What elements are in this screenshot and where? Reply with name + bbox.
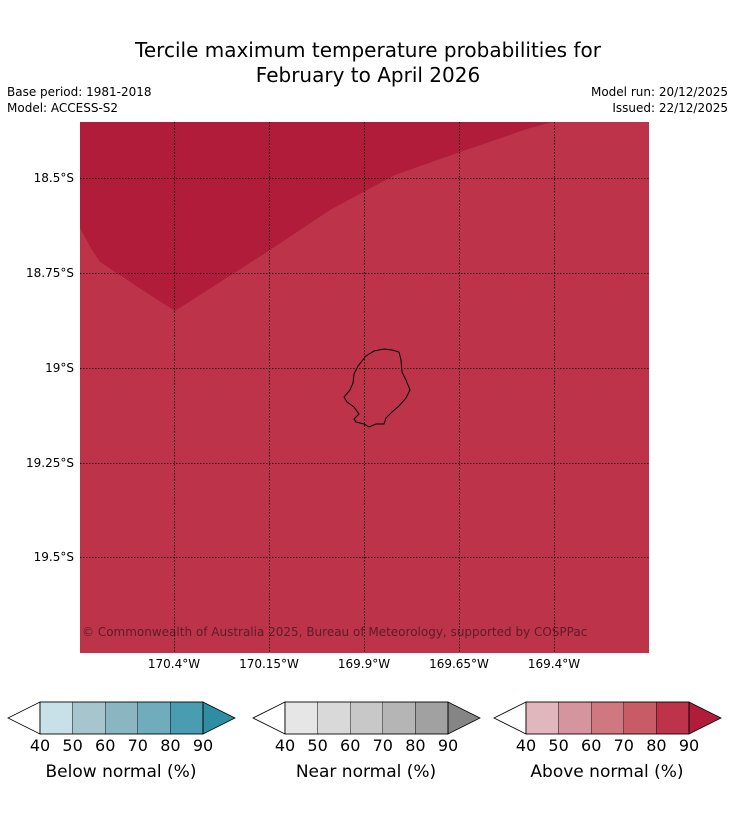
colorbar-segment xyxy=(104,701,138,735)
colorbar-tick-label: 70 xyxy=(372,736,393,755)
ticks-below: 40 50 60 70 80 90 xyxy=(6,736,236,756)
colorbar-outline xyxy=(284,701,449,735)
lat-label-19-25: 19.25°S xyxy=(26,456,74,470)
legend-near-normal: 40 50 60 70 80 90 Near normal (%) xyxy=(251,700,481,782)
colorbar-tick-label: 80 xyxy=(160,736,181,755)
colorbar-segment xyxy=(137,701,171,735)
copyright-notice: © Commonwealth of Australia 2025, Bureau… xyxy=(82,625,588,639)
model-run: Model run: 20/12/2025 xyxy=(590,85,728,99)
lat-label-19: 19°S xyxy=(45,361,74,375)
meta-left: Base period: 1981-2018 Model: ACCESS-S2 xyxy=(7,84,152,116)
lon-label-170-4: 170.4°W xyxy=(147,657,201,671)
meta-right: Model run: 20/12/2025 Issued: 22/12/2025 xyxy=(591,84,728,116)
colorbar-tick-label: 60 xyxy=(581,736,602,755)
title-line-1: Tercile maximum temperature probabilitie… xyxy=(135,38,601,62)
colorbar-tick-label: 90 xyxy=(192,736,214,755)
niue-island-outline xyxy=(343,348,411,428)
legend-title-near: Near normal (%) xyxy=(295,762,437,782)
legend-title-below: Below normal (%) xyxy=(45,762,197,782)
colorbar-segment xyxy=(590,701,624,735)
lat-label-18-5: 18.5°S xyxy=(33,171,74,185)
colorbar-tick-label: 80 xyxy=(405,736,426,755)
colorbar-segment xyxy=(284,701,318,735)
colorbar-segment xyxy=(349,701,383,735)
colorbar-segment xyxy=(415,701,449,735)
colorbar-extend-low xyxy=(7,701,41,735)
legend-below-normal: 40 50 60 70 80 90 Below normal (%) xyxy=(6,700,236,782)
colorbar-extend-low xyxy=(252,701,286,735)
colorbar-segment xyxy=(525,701,559,735)
issued-date: Issued: 22/12/2025 xyxy=(612,101,728,115)
base-period: Base period: 1981-2018 xyxy=(7,85,152,99)
colorbar-segment xyxy=(72,701,106,735)
high-probability-region xyxy=(80,122,553,311)
colorbar-tick-label: 90 xyxy=(437,736,459,755)
colorbar-tick-label: 50 xyxy=(62,736,83,755)
colorbar-tick-label: 60 xyxy=(95,736,116,755)
title-line-2: February to April 2026 xyxy=(255,63,481,87)
legend-title-above: Above normal (%) xyxy=(530,762,684,782)
lon-label-169-9: 169.9°W xyxy=(337,657,391,671)
ticks-near: 40 50 60 70 80 90 xyxy=(251,736,481,756)
colorbar-extend-high xyxy=(688,701,722,735)
colorbar-segment xyxy=(39,701,73,735)
colorbar-tick-label: 40 xyxy=(274,736,296,755)
colorbar-segment xyxy=(558,701,592,735)
chart-title: Tercile maximum temperature probabilitie… xyxy=(0,38,736,88)
model-name: Model: ACCESS-S2 xyxy=(7,101,119,115)
lon-label-169-65: 169.65°W xyxy=(429,657,489,671)
graticule xyxy=(80,122,649,653)
colorbar-tick-label: 40 xyxy=(29,736,51,755)
colorbar-tick-label: 50 xyxy=(307,736,328,755)
colorbar-tick-label: 50 xyxy=(548,736,569,755)
colorbar-segment xyxy=(656,701,690,735)
colorbar-extend-high xyxy=(202,701,236,735)
colorbar-extend-high xyxy=(447,701,481,735)
colorbar-above xyxy=(493,701,722,735)
colorbar-segment xyxy=(170,701,204,735)
lat-label-18-75: 18.75°S xyxy=(26,266,74,280)
colorbar-near xyxy=(252,701,481,735)
ticks-above: 40 50 60 70 80 90 xyxy=(492,736,722,756)
lon-label-170-15: 170.15°W xyxy=(239,657,299,671)
colorbar-tick-label: 60 xyxy=(340,736,361,755)
colorbar-tick-label: 70 xyxy=(127,736,148,755)
colorbar-below xyxy=(7,701,236,735)
lat-label-19-5: 19.5°S xyxy=(33,550,74,564)
legend-above-normal: 40 50 60 70 80 90 Above normal (%) xyxy=(492,700,722,782)
colorbar-outline xyxy=(525,701,690,735)
colorbar-tick-label: 80 xyxy=(646,736,667,755)
colorbar-segment xyxy=(317,701,351,735)
colorbar-tick-label: 90 xyxy=(678,736,700,755)
colorbar-segment xyxy=(382,701,416,735)
colorbar-segment xyxy=(623,701,657,735)
colorbar-extend-low xyxy=(493,701,527,735)
colorbar-tick-label: 70 xyxy=(613,736,634,755)
colorbar-outline xyxy=(39,701,204,735)
lon-label-169-4: 169.4°W xyxy=(527,657,581,671)
map-panel xyxy=(80,122,649,653)
colorbar-tick-label: 40 xyxy=(515,736,537,755)
